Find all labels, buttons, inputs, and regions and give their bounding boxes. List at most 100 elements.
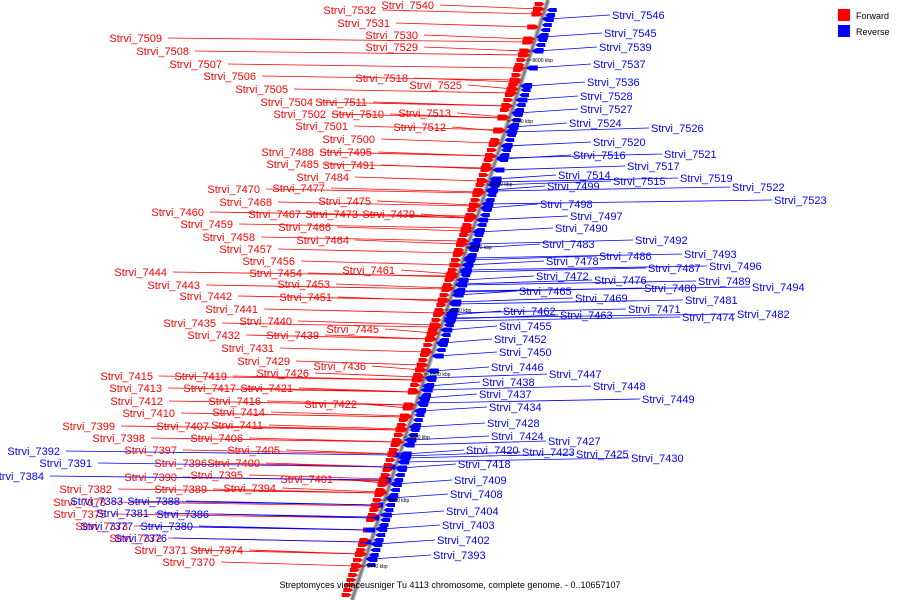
gene-label[interactable]: Strvi_7462	[503, 306, 556, 318]
gene-feature[interactable]	[482, 163, 493, 167]
gene-feature[interactable]	[505, 133, 516, 137]
gene-feature[interactable]	[481, 208, 492, 212]
gene-label[interactable]: Strvi_7407	[156, 421, 209, 433]
gene-label[interactable]: Strvi_7487	[648, 263, 701, 275]
gene-feature[interactable]	[356, 548, 367, 552]
gene-label[interactable]: Strvi_7404	[446, 506, 499, 518]
gene-label[interactable]: Strvi_7532	[323, 5, 376, 17]
gene-feature[interactable]	[378, 523, 389, 527]
gene-label[interactable]: Strvi_7495	[319, 147, 372, 159]
gene-label[interactable]: Strvi_7406	[190, 433, 243, 445]
gene-feature[interactable]	[546, 8, 557, 12]
gene-label[interactable]: Strvi_7502	[273, 109, 326, 121]
gene-label[interactable]: Strvi_7477	[272, 183, 325, 195]
gene-feature[interactable]	[508, 83, 519, 87]
gene-label[interactable]: Strvi_7467	[248, 209, 301, 221]
gene-label[interactable]: Strvi_7524	[569, 118, 622, 130]
gene-feature[interactable]	[386, 498, 397, 502]
gene-feature[interactable]	[468, 248, 479, 252]
gene-feature[interactable]	[502, 143, 513, 147]
gene-label[interactable]: Strvi_7451	[279, 292, 332, 304]
gene-feature[interactable]	[366, 518, 377, 522]
gene-label[interactable]: Strvi_7408	[450, 489, 503, 501]
gene-label[interactable]: Strvi_7395	[190, 470, 243, 482]
gene-feature[interactable]	[518, 93, 529, 97]
gene-feature[interactable]	[462, 223, 473, 227]
gene-label[interactable]: Strvi_7402	[437, 535, 490, 547]
gene-feature[interactable]	[349, 568, 360, 572]
gene-feature[interactable]	[480, 168, 491, 172]
gene-feature[interactable]	[392, 438, 403, 442]
gene-feature[interactable]	[447, 313, 458, 317]
gene-label[interactable]: Strvi_7506	[203, 71, 256, 83]
gene-feature[interactable]	[488, 143, 499, 147]
gene-feature[interactable]	[484, 198, 495, 202]
gene-feature[interactable]	[351, 563, 362, 567]
gene-feature[interactable]	[509, 123, 520, 127]
gene-label[interactable]: Strvi_7438	[482, 377, 535, 389]
gene-label[interactable]: Strvi_7472	[536, 271, 589, 283]
gene-feature[interactable]	[365, 563, 376, 567]
gene-feature[interactable]	[343, 588, 354, 592]
gene-feature[interactable]	[415, 368, 426, 372]
gene-feature[interactable]	[519, 48, 532, 54]
gene-label[interactable]: Strvi_7417	[183, 383, 236, 395]
gene-label[interactable]: Strvi_7485	[266, 159, 319, 171]
gene-feature[interactable]	[440, 333, 451, 337]
gene-label[interactable]: Strvi_7428	[487, 418, 540, 430]
gene-feature[interactable]	[391, 483, 402, 487]
gene-feature[interactable]	[543, 18, 554, 22]
gene-feature[interactable]	[465, 213, 476, 217]
gene-feature[interactable]	[501, 103, 512, 107]
gene-feature[interactable]	[535, 43, 546, 47]
gene-feature[interactable]	[527, 24, 540, 30]
gene-feature[interactable]	[438, 338, 449, 342]
gene-feature[interactable]	[393, 478, 404, 482]
gene-label[interactable]: Strvi_7510	[331, 109, 384, 121]
gene-label[interactable]: Strvi_7507	[169, 59, 222, 71]
gene-feature[interactable]	[442, 328, 453, 332]
gene-feature[interactable]	[487, 148, 497, 152]
gene-label[interactable]: Strvi_7520	[593, 137, 646, 149]
gene-label[interactable]: Strvi_7470	[207, 184, 260, 196]
gene-label[interactable]: Strvi_7519	[680, 173, 733, 185]
gene-feature[interactable]	[435, 348, 446, 352]
gene-feature[interactable]	[486, 193, 497, 197]
gene-feature[interactable]	[473, 188, 484, 192]
gene-label[interactable]: Strvi_7540	[381, 0, 434, 12]
gene-feature[interactable]	[492, 167, 505, 173]
gene-label[interactable]: Strvi_7478	[546, 256, 599, 268]
gene-feature[interactable]	[538, 33, 549, 37]
gene-label[interactable]: Strvi_7501	[295, 121, 348, 133]
gene-label[interactable]: Strvi_7489	[698, 276, 751, 288]
gene-feature[interactable]	[487, 188, 498, 192]
gene-feature[interactable]	[354, 553, 365, 557]
gene-label[interactable]: Strvi_7546	[612, 10, 665, 22]
gene-feature[interactable]	[447, 268, 458, 272]
gene-feature[interactable]	[497, 114, 510, 120]
gene-label[interactable]: Strvi_7522	[732, 182, 785, 194]
gene-feature[interactable]	[425, 378, 436, 382]
gene-label[interactable]: Strvi_7483	[542, 239, 595, 251]
gene-label[interactable]: Strvi_7384	[0, 471, 44, 483]
gene-feature[interactable]	[370, 548, 381, 552]
gene-feature[interactable]	[473, 233, 484, 237]
gene-feature[interactable]	[466, 253, 477, 257]
gene-feature[interactable]	[423, 343, 434, 347]
gene-label[interactable]: Strvi_7377	[80, 521, 133, 533]
gene-label[interactable]: Strvi_7508	[136, 46, 189, 58]
gene-feature[interactable]	[464, 218, 475, 222]
gene-label[interactable]: Strvi_7423	[522, 447, 575, 459]
gene-label[interactable]: Strvi_7452	[494, 334, 547, 346]
gene-label[interactable]: Strvi_7382	[59, 484, 112, 496]
gene-feature[interactable]	[499, 153, 510, 157]
gene-feature[interactable]	[442, 283, 453, 287]
gene-label[interactable]: Strvi_7426	[256, 368, 309, 380]
gene-label[interactable]: Strvi_7392	[7, 446, 60, 458]
gene-label[interactable]: Strvi_7421	[240, 383, 293, 395]
gene-feature[interactable]	[460, 273, 471, 277]
gene-feature[interactable]	[407, 433, 418, 437]
gene-label[interactable]: Strvi_7378	[53, 497, 106, 509]
gene-feature[interactable]	[536, 38, 547, 42]
gene-feature[interactable]	[369, 508, 380, 512]
